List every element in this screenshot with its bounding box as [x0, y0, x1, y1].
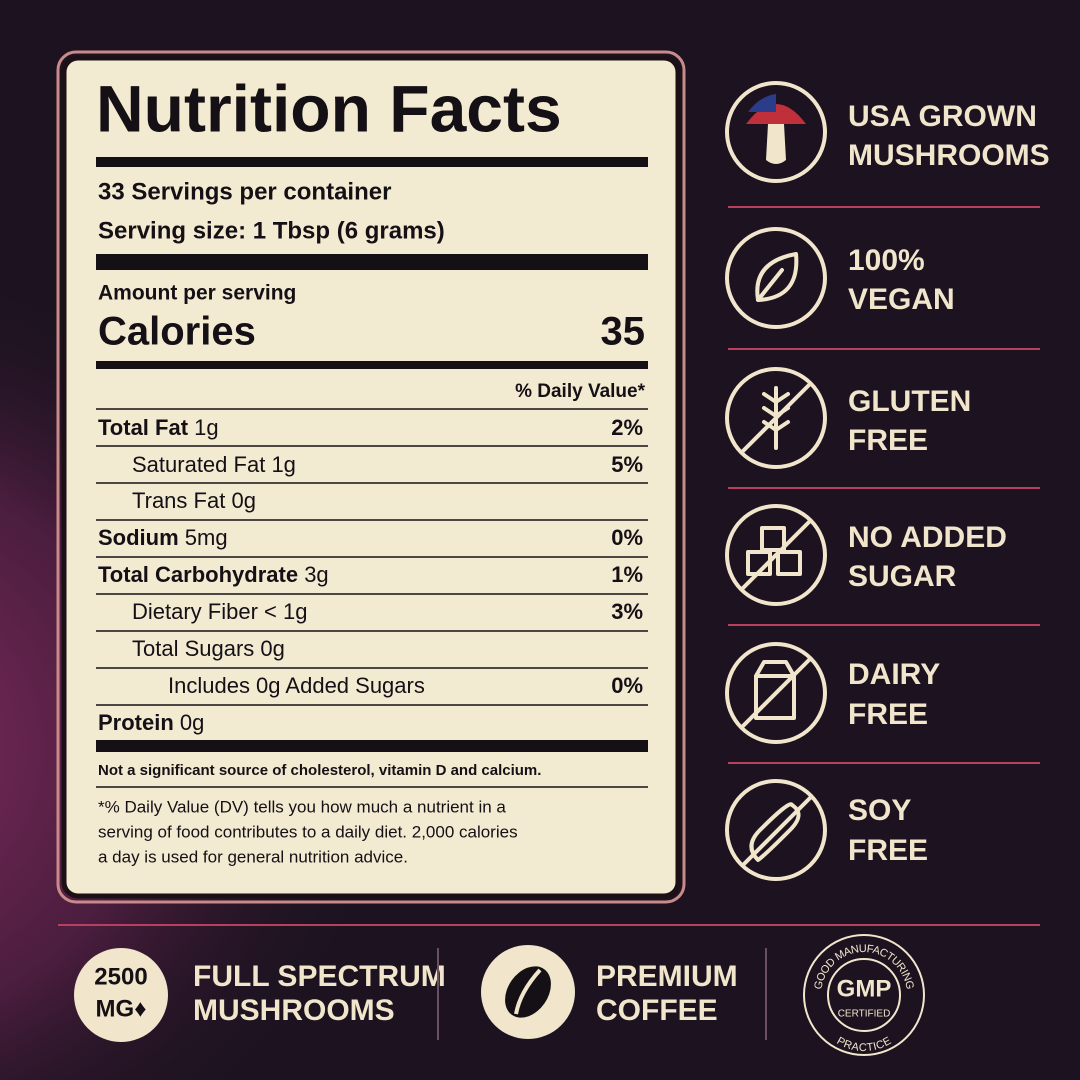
note: Not a significant source of cholesterol,…: [98, 762, 541, 779]
dv-header: % Daily Value*: [515, 381, 646, 402]
nutrient-amount: 5mg: [185, 525, 228, 550]
rule: [96, 157, 648, 167]
dose-text: MG♦: [96, 995, 147, 1022]
nutrient-row: Trans Fat 0g: [132, 488, 256, 513]
nutrient-amount: 0g: [231, 488, 255, 513]
nutrient-name: Total Fat: [98, 415, 189, 440]
nutrient-dv: 3%: [611, 599, 643, 624]
serving-size: Serving size: 1 Tbsp (6 grams): [98, 217, 445, 244]
nutrient-row: Dietary Fiber < 1g: [132, 599, 307, 624]
dose-circle: [74, 948, 168, 1042]
nutrient-dv: 0%: [611, 673, 643, 698]
feature-text: PREMIUM: [596, 960, 738, 993]
soy-icon: [742, 796, 812, 866]
badge-text: DAIRY: [848, 658, 940, 691]
nutrient-amount: 0g: [260, 636, 284, 661]
seal-outer: [803, 934, 925, 1056]
mushroom-flag: [748, 94, 776, 112]
calories-label: Calories: [98, 310, 256, 354]
nutrition-label: Nutrition Facts 33 Servings per containe…: [56, 50, 686, 904]
nutrient-name: Trans Fat: [132, 488, 225, 513]
badge-text: FREE: [848, 424, 928, 457]
nutrient-row: Total Sugars 0g: [132, 636, 285, 661]
nutrient-dv: 2%: [611, 415, 643, 440]
nutrient-dv: 0%: [611, 525, 643, 550]
nutrient-name: Saturated Fat: [132, 452, 265, 477]
nutrient-amount: 1g: [194, 415, 218, 440]
footnote-line: serving of food contributes to a daily d…: [98, 822, 518, 841]
nutrient-row: Protein 0g: [98, 710, 204, 735]
badge-text: MUSHROOMS: [848, 139, 1050, 172]
feature-text: COFFEE: [596, 994, 718, 1027]
badge-text: USA GROWN: [848, 100, 1037, 133]
footnote-line: *% Daily Value (DV) tells you how much a…: [98, 797, 506, 816]
badge-circle: [725, 642, 827, 744]
seal-bottom-path: PRACTICE: [835, 1035, 893, 1054]
badge-text: SOY: [848, 794, 911, 827]
rule: [96, 361, 648, 369]
badge-circle: [725, 779, 827, 881]
leaf-icon: [755, 252, 799, 302]
rule: [96, 254, 648, 270]
nutrient-amount: 0g: [180, 710, 204, 735]
nutrient-amount: 3g: [304, 562, 328, 587]
feature-text: MUSHROOMS: [193, 994, 395, 1027]
sugar-icon: [740, 519, 812, 591]
dose-text: 2500: [94, 963, 147, 990]
dairy-icon: [740, 657, 812, 729]
badges: USA GROWN MUSHROOMS 100% VEGAN GLUTEN FR…: [725, 81, 1050, 881]
feature-strip: 2500 MG♦ FULL SPECTRUM MUSHROOMS PREMIUM…: [58, 924, 1040, 1056]
badge-text: SUGAR: [848, 560, 957, 593]
nutrient-amount: 1g: [271, 452, 295, 477]
rule: [96, 740, 648, 752]
nutrient-name: Sodium: [98, 525, 179, 550]
nutrient-name: Includes 0g Added Sugars: [168, 673, 425, 698]
nutrient-amount: < 1g: [264, 599, 307, 624]
nutrient-name: Total Carbohydrate: [98, 562, 298, 587]
seal-bottom: PRACTICE: [835, 1035, 893, 1054]
nutrient-name: Protein: [98, 710, 174, 735]
label-title: Nutrition Facts: [96, 71, 562, 145]
badge-text: 100%: [848, 244, 925, 277]
gluten-icon: [740, 382, 812, 454]
nutrient-row: Total Fat 1g: [98, 415, 219, 440]
nutrient-row: Saturated Fat 1g: [132, 452, 296, 477]
servings: 33 Servings per container: [98, 178, 391, 205]
badge-circle: [725, 81, 827, 183]
calories-value: 35: [601, 310, 646, 354]
footnote-line: a day is used for general nutrition advi…: [98, 847, 408, 866]
feature-text: FULL SPECTRUM: [193, 960, 446, 993]
nutrient-row: Sodium 5mg: [98, 525, 228, 550]
nutrient-row: Total Carbohydrate 3g: [98, 562, 329, 587]
badge-text: NO ADDED: [848, 521, 1007, 554]
amount-per-serving: Amount per serving: [98, 282, 296, 305]
seal-center: GMP: [837, 975, 892, 1002]
badge-text: FREE: [848, 698, 928, 731]
badge-text: FREE: [848, 834, 928, 867]
badge-icons: [725, 81, 827, 881]
badge-circle: [725, 504, 827, 606]
row-separators: [96, 408, 648, 706]
seal-inner: [827, 958, 901, 1032]
nutrient-name: Dietary Fiber: [132, 599, 258, 624]
nutrient-dv: 1%: [611, 562, 643, 587]
label-outer-border: [56, 50, 686, 904]
mushroom-stem: [766, 124, 786, 164]
nutrient-name: Total Sugars: [132, 636, 254, 661]
seal-sub: CERTIFIED: [838, 1009, 891, 1020]
nutrient-dv: 5%: [611, 452, 643, 477]
badge-text: GLUTEN: [848, 385, 971, 418]
badge-text: VEGAN: [848, 283, 955, 316]
bean-crease: [514, 968, 542, 1015]
badge-circle: [725, 227, 827, 329]
badge-circle: [725, 367, 827, 469]
